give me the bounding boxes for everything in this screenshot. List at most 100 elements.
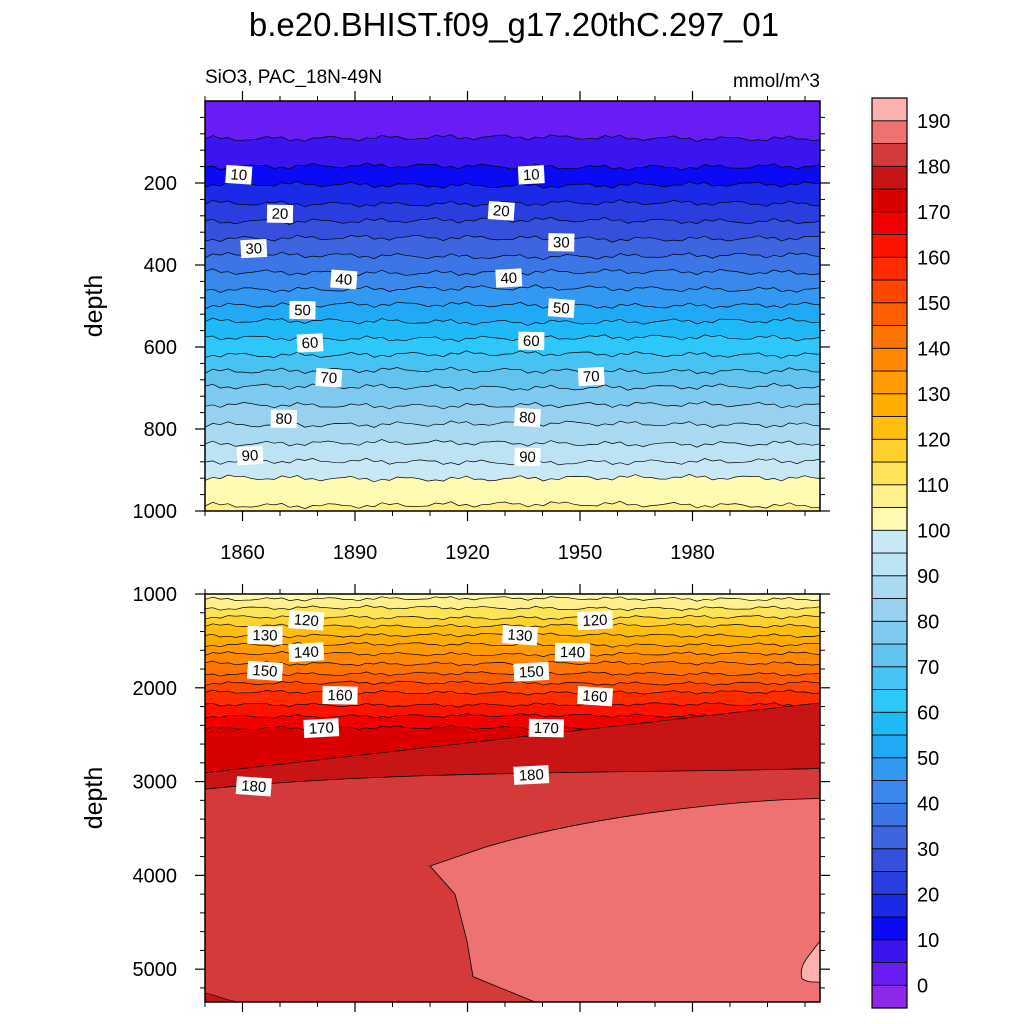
contour-label-text: 40 (335, 271, 353, 289)
colorbar-box (871, 666, 908, 690)
contour-label-text: 40 (500, 270, 518, 288)
contour-label-box (303, 718, 340, 739)
colorbar-box (871, 461, 908, 486)
contour-label: 50 (547, 298, 575, 318)
colorbar-box (871, 734, 908, 759)
colorbar-box (871, 984, 908, 1009)
y-tick-label: 400 (144, 255, 177, 277)
contour-line-45 (205, 284, 820, 293)
colorbar-box (871, 848, 908, 872)
contour-line-85 (205, 420, 820, 428)
colorbar-label: 190 (917, 111, 950, 133)
contour-line-80 (205, 401, 820, 410)
y-tick-label: 2000 (133, 678, 178, 700)
contour-label: 20 (266, 204, 294, 224)
contour-label-text: 50 (294, 302, 311, 319)
colorbar-box (871, 643, 908, 668)
contour-line-140 (205, 660, 820, 666)
colorbar-label: 20 (917, 884, 939, 906)
colorbar-label: 10 (917, 930, 939, 952)
contour-line-65 (205, 350, 820, 359)
contour-line-150 (205, 680, 820, 686)
colorbar-box (871, 893, 908, 918)
contour-label-box (288, 642, 325, 663)
contour-label: 10 (225, 164, 253, 185)
x-tick-label: 1920 (445, 542, 490, 564)
contour-line-175 (205, 702, 820, 774)
contour-label-text: 140 (560, 644, 585, 661)
colorbar-box (871, 302, 908, 326)
contour-label-text: 10 (523, 166, 541, 184)
contour-label: 50 (289, 300, 316, 320)
contour-label-box (518, 331, 545, 351)
colorbar-label: 90 (917, 566, 939, 588)
contour-label-box (528, 718, 564, 738)
contour-label: 120 (288, 610, 325, 631)
contour-label-box (288, 610, 325, 631)
colorbar-label: 50 (917, 748, 939, 770)
contour-label-text: 20 (492, 202, 510, 220)
contour-label-text: 60 (301, 334, 319, 352)
x-tick-label: 1890 (333, 542, 378, 564)
contour-label-text: 120 (293, 611, 319, 630)
contour-label: 80 (513, 407, 542, 428)
colorbar-box (871, 120, 908, 144)
colorbar-box (871, 962, 908, 986)
contour-label-box (547, 298, 575, 318)
colorbar-box (871, 552, 908, 577)
contour-label: 20 (487, 201, 515, 221)
contour-label-text: 80 (275, 411, 292, 428)
contour-label: 60 (296, 333, 324, 353)
contour-label-box (266, 204, 294, 224)
colorbar-box (871, 780, 908, 804)
contour-label-text: 160 (582, 687, 608, 706)
colorbar-label: 40 (917, 793, 939, 815)
x-tick-label: 1950 (558, 542, 603, 564)
contour-line-75 (205, 382, 820, 392)
contour-label-box (270, 409, 297, 429)
contour-label-text: 170 (308, 719, 334, 737)
y-tick-label: 4000 (133, 865, 178, 887)
contour-label: 120 (577, 610, 613, 631)
contour-label-text: 160 (327, 687, 352, 704)
colorbar-box (871, 689, 908, 713)
contour-band-100 (205, 474, 820, 511)
contour-label-text: 130 (252, 627, 277, 644)
contour-line-145 (205, 670, 820, 677)
contour-label: 30 (240, 238, 268, 259)
contour-label-box (330, 269, 358, 290)
contour-label: 160 (322, 685, 358, 705)
contour-line-35 (205, 251, 820, 261)
contour-label-box (554, 642, 591, 662)
y-tick-label: 3000 (133, 772, 178, 794)
contour-label: 10 (517, 165, 545, 185)
colorbar-box (871, 916, 908, 941)
colorbar-box (871, 234, 908, 258)
contour-line-105 (205, 500, 820, 509)
colorbar-label: 170 (917, 202, 950, 224)
colorbar-box (871, 507, 908, 531)
contour-label: 170 (303, 718, 340, 739)
contour-label: 140 (288, 642, 325, 663)
contour-line-110 (205, 605, 820, 611)
contour-label: 130 (247, 625, 283, 645)
colorbar-label: 70 (917, 657, 939, 679)
contour-line-30 (205, 234, 820, 243)
contour-band-185 (429, 798, 820, 1002)
contour-label-text: 140 (293, 644, 319, 662)
contour-label: 140 (554, 642, 591, 662)
contour-label-text: 30 (245, 240, 263, 258)
contour-label-box (246, 660, 284, 682)
contour-label-box (289, 300, 316, 320)
colorbar-label: 120 (917, 429, 950, 451)
contour-label: 70 (577, 366, 605, 387)
contour-label-box (487, 201, 515, 221)
contour-label-box (322, 685, 358, 705)
contour-label-text: 70 (320, 369, 338, 387)
colorbar-box (871, 757, 908, 781)
y-tick-label: 600 (144, 337, 177, 359)
contour-label-box (315, 367, 343, 388)
contour-label-box (495, 268, 523, 288)
